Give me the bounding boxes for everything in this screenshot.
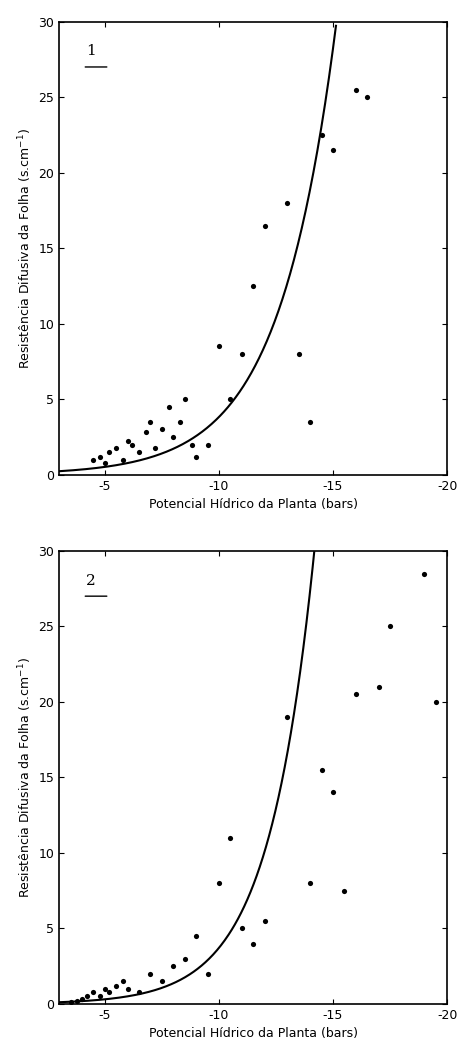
Point [73,993,81,1009]
Point [146,413,154,430]
Point [249,278,257,295]
Point [181,391,189,408]
Point [306,874,314,891]
Point [318,127,326,144]
Point [170,428,177,445]
Point [165,398,173,415]
Point [151,439,159,456]
Point [375,679,383,696]
Point [192,448,200,465]
Point [420,565,428,582]
Point [112,978,120,995]
Point [227,830,234,847]
Point [106,983,113,1000]
Point [124,433,131,450]
Point [306,413,314,430]
Point [124,980,131,997]
Point [119,451,127,468]
Point [249,935,257,952]
Point [192,927,200,944]
Point [112,439,120,456]
Point [170,958,177,975]
Point [352,81,360,98]
Point [135,983,143,1000]
X-axis label: Potencial Hídrico da Planta (bars): Potencial Hídrico da Planta (bars) [149,1027,358,1040]
Y-axis label: Resistência Difusiva da Folha (s.cm$^{-1}$): Resistência Difusiva da Folha (s.cm$^{-1… [17,128,34,369]
Point [432,693,439,710]
Point [119,972,127,989]
Point [318,761,326,778]
Point [261,217,268,234]
Point [283,708,291,725]
Point [204,965,211,982]
Point [78,990,86,1007]
Point [329,142,337,159]
Point [106,444,113,461]
Point [329,784,337,801]
X-axis label: Potencial Hídrico da Planta (bars): Potencial Hídrico da Planta (bars) [149,498,358,512]
Point [215,338,223,355]
Point [261,912,268,929]
Point [67,994,74,1010]
Point [146,965,154,982]
Point [181,950,189,967]
Text: 2: 2 [86,574,96,588]
Point [188,437,195,453]
Point [142,424,150,441]
Point [101,980,109,997]
Point [158,421,165,438]
Point [238,346,246,363]
Point [158,972,165,989]
Point [386,618,394,635]
Point [341,883,348,900]
Point [295,346,302,363]
Point [96,448,104,465]
Text: 1: 1 [86,44,96,58]
Point [90,983,97,1000]
Y-axis label: Resistência Difusiva da Folha (s.cm$^{-1}$): Resistência Difusiva da Folha (s.cm$^{-1… [17,657,34,897]
Point [96,988,104,1005]
Point [238,920,246,937]
Point [215,874,223,891]
Point [83,988,91,1005]
Point [352,686,360,703]
Point [135,444,143,461]
Point [176,413,184,430]
Point [101,455,109,471]
Point [90,451,97,468]
Point [204,437,211,453]
Point [128,437,136,453]
Point [283,194,291,211]
Point [364,89,371,106]
Point [227,391,234,408]
